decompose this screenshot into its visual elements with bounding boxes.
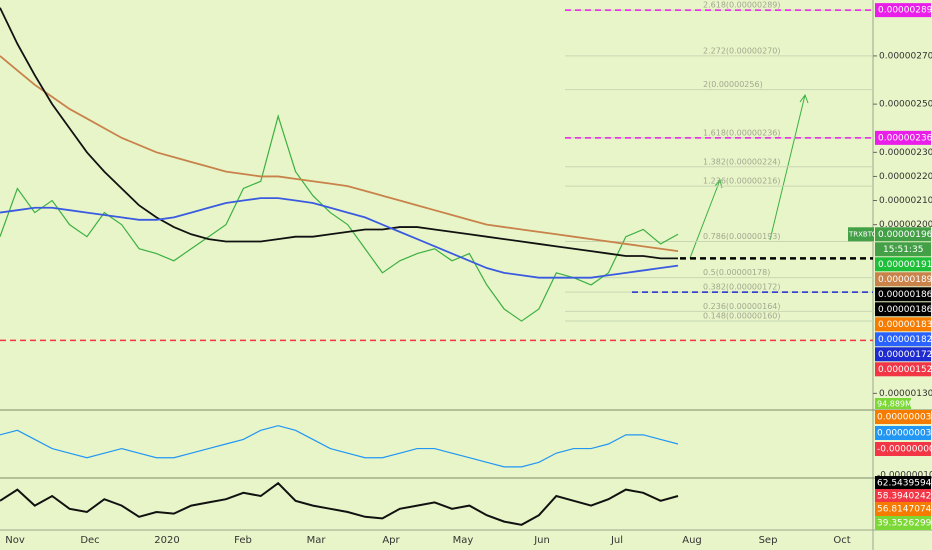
pane-tag bbox=[875, 410, 931, 424]
countdown-tag bbox=[875, 242, 931, 257]
projection-arrow bbox=[769, 93, 809, 241]
price-tag bbox=[875, 317, 931, 332]
price-tag-label: 0.00000186 bbox=[878, 290, 932, 300]
moving-average bbox=[0, 7, 678, 260]
moving-average bbox=[0, 55, 679, 253]
x-tick-label: Aug bbox=[682, 535, 702, 546]
rsi-line bbox=[0, 481, 679, 526]
pane-tag bbox=[875, 442, 931, 456]
y-tick-label: 0.00000270 bbox=[879, 51, 932, 61]
price-tag bbox=[875, 272, 931, 287]
price-tag-label: 0.00000172 bbox=[878, 350, 932, 360]
pane-tag bbox=[875, 426, 931, 440]
pane-tag-label: 0.00000003 bbox=[877, 413, 931, 423]
projection-arrow bbox=[689, 178, 723, 259]
y-tick-label: 0.00000130 bbox=[879, 389, 932, 399]
price-tag-label: 0.00000183 bbox=[878, 320, 932, 330]
price-tag-label: 0.00000186 bbox=[878, 305, 932, 315]
price-tag bbox=[875, 302, 931, 317]
price-tag-label: 0.00000182 bbox=[878, 335, 932, 345]
x-tick-label: Oct bbox=[833, 535, 850, 546]
fib-label: 0.148(0.00000160) bbox=[703, 312, 781, 321]
pane-tag-label: 39.35262994 bbox=[877, 519, 932, 529]
price-tag-label: 0.00000152 bbox=[878, 365, 932, 375]
price-tag-label: 0.00000196 bbox=[878, 230, 932, 240]
y-tick-label: 0.00000230 bbox=[879, 148, 932, 158]
y-tick-label: 0.00000220 bbox=[879, 172, 932, 182]
price-tag bbox=[875, 130, 931, 145]
fib-label: 0.382(0.00000172) bbox=[703, 283, 781, 292]
fib-label: 1.618(0.00000236) bbox=[703, 128, 781, 137]
pane-tag-label: -0.00000000 bbox=[877, 445, 932, 455]
pane-tag bbox=[875, 516, 931, 530]
price-tag bbox=[875, 257, 931, 272]
price-tag bbox=[875, 287, 931, 302]
x-tick-label: 2020 bbox=[154, 535, 179, 546]
moving-average bbox=[0, 197, 679, 279]
x-tick-label: Dec bbox=[80, 535, 99, 546]
price-tag bbox=[875, 332, 931, 347]
x-tick-label: Sep bbox=[759, 535, 778, 546]
fib-label: 2.272(0.00000270) bbox=[703, 46, 781, 55]
y-tick-label: 0.00000250 bbox=[879, 100, 932, 110]
symbol-label: TRXBTC bbox=[848, 230, 877, 238]
price-tag-label: 0.00000191 bbox=[878, 260, 932, 270]
x-tick-label: Feb bbox=[234, 535, 252, 546]
x-tick-label: May bbox=[453, 535, 474, 546]
x-tick-label: Jul bbox=[610, 535, 623, 546]
pane-tag-label: 56.81470748 bbox=[877, 505, 932, 515]
countdown-label: 15:51:35 bbox=[883, 245, 923, 255]
pane-tag-label: 58.39402428 bbox=[877, 492, 932, 502]
fib-label: 0.236(0.00000164) bbox=[703, 302, 781, 311]
fib-label: 2.618(0.00000289) bbox=[703, 1, 781, 10]
volume-label: 94.889M bbox=[877, 400, 912, 409]
price-tag-label: 0.00000236 bbox=[878, 133, 932, 143]
pane-tag bbox=[875, 476, 931, 490]
price-tag bbox=[875, 347, 931, 362]
y-tick-label: 0.00000210 bbox=[879, 196, 932, 206]
y-tick-label: 0.00000200 bbox=[879, 220, 932, 230]
macd-line bbox=[0, 425, 679, 468]
price-tag bbox=[875, 362, 931, 377]
pane-tag-label: 0.00000003 bbox=[877, 429, 931, 439]
fib-label: 0.5(0.00000178) bbox=[703, 268, 770, 277]
pane-tag bbox=[875, 502, 931, 516]
price-tag-label: 0.00000189 bbox=[878, 275, 932, 285]
pane-tag-label: -0.00000010 bbox=[877, 471, 932, 481]
x-tick-label: Nov bbox=[5, 535, 25, 546]
symbol-tag bbox=[848, 227, 874, 242]
price-tag bbox=[875, 227, 931, 242]
pane-tag bbox=[875, 489, 931, 503]
x-tick-label: Jun bbox=[533, 535, 550, 546]
pane-tag-label: 62.54395948 bbox=[877, 479, 932, 489]
fib-label: 0.786(0.00000193) bbox=[703, 232, 781, 241]
fib-label: 2(0.00000256) bbox=[703, 80, 763, 89]
fib-label: 1.382(0.00000224) bbox=[703, 157, 781, 166]
x-tick-label: Apr bbox=[382, 535, 400, 546]
price-line bbox=[0, 114, 679, 322]
price-tag bbox=[875, 3, 931, 18]
x-tick-label: Mar bbox=[307, 535, 327, 546]
price-tag-label: 0.00000289 bbox=[878, 6, 932, 16]
volume-tag bbox=[875, 398, 911, 409]
fib-label: 1.236(0.00000216) bbox=[703, 177, 781, 186]
